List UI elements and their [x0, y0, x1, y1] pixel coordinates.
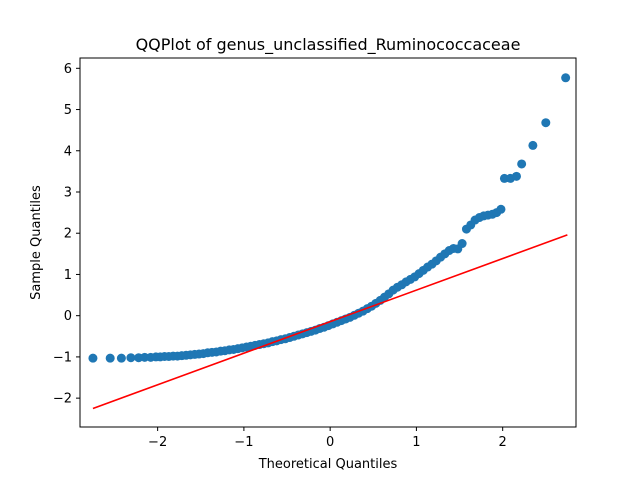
y-tick-label: 5	[64, 103, 72, 118]
data-point	[88, 353, 98, 363]
x-tick-label: −2	[148, 435, 167, 450]
x-tick-label: 1	[412, 435, 420, 450]
plot-frame	[79, 57, 577, 428]
y-tick-label: 0	[64, 309, 72, 324]
y-tick-label: 3	[64, 185, 72, 200]
data-point	[116, 353, 126, 363]
x-tick-label: 0	[326, 435, 334, 450]
data-point	[561, 73, 571, 83]
data-point	[511, 171, 521, 181]
x-axis-label: Theoretical Quantiles	[258, 457, 398, 472]
x-tick-label: −1	[234, 435, 253, 450]
data-point	[517, 159, 527, 169]
x-axis-ticks: −2 −1 0 1 2	[148, 427, 507, 450]
y-tick-label: 2	[64, 227, 72, 242]
data-point	[105, 353, 115, 363]
chart-title: QQPlot of genus_unclassified_Ruminococca…	[136, 35, 521, 55]
y-tick-label: −2	[53, 392, 72, 407]
y-axis-label: Sample Quantiles	[29, 185, 44, 300]
y-tick-label: 6	[64, 62, 72, 77]
data-point	[457, 239, 467, 249]
y-tick-label: −1	[53, 350, 72, 365]
data-point	[496, 204, 506, 214]
data-point	[541, 118, 551, 128]
data-point	[126, 353, 136, 363]
y-tick-label: 4	[64, 144, 72, 159]
reference-line	[92, 234, 568, 410]
data-point	[528, 140, 538, 150]
y-axis-ticks: −2 −1 0 1 2 3 4 5 6	[53, 62, 80, 407]
x-tick-label: 2	[499, 435, 507, 450]
y-tick-label: 1	[64, 268, 72, 283]
